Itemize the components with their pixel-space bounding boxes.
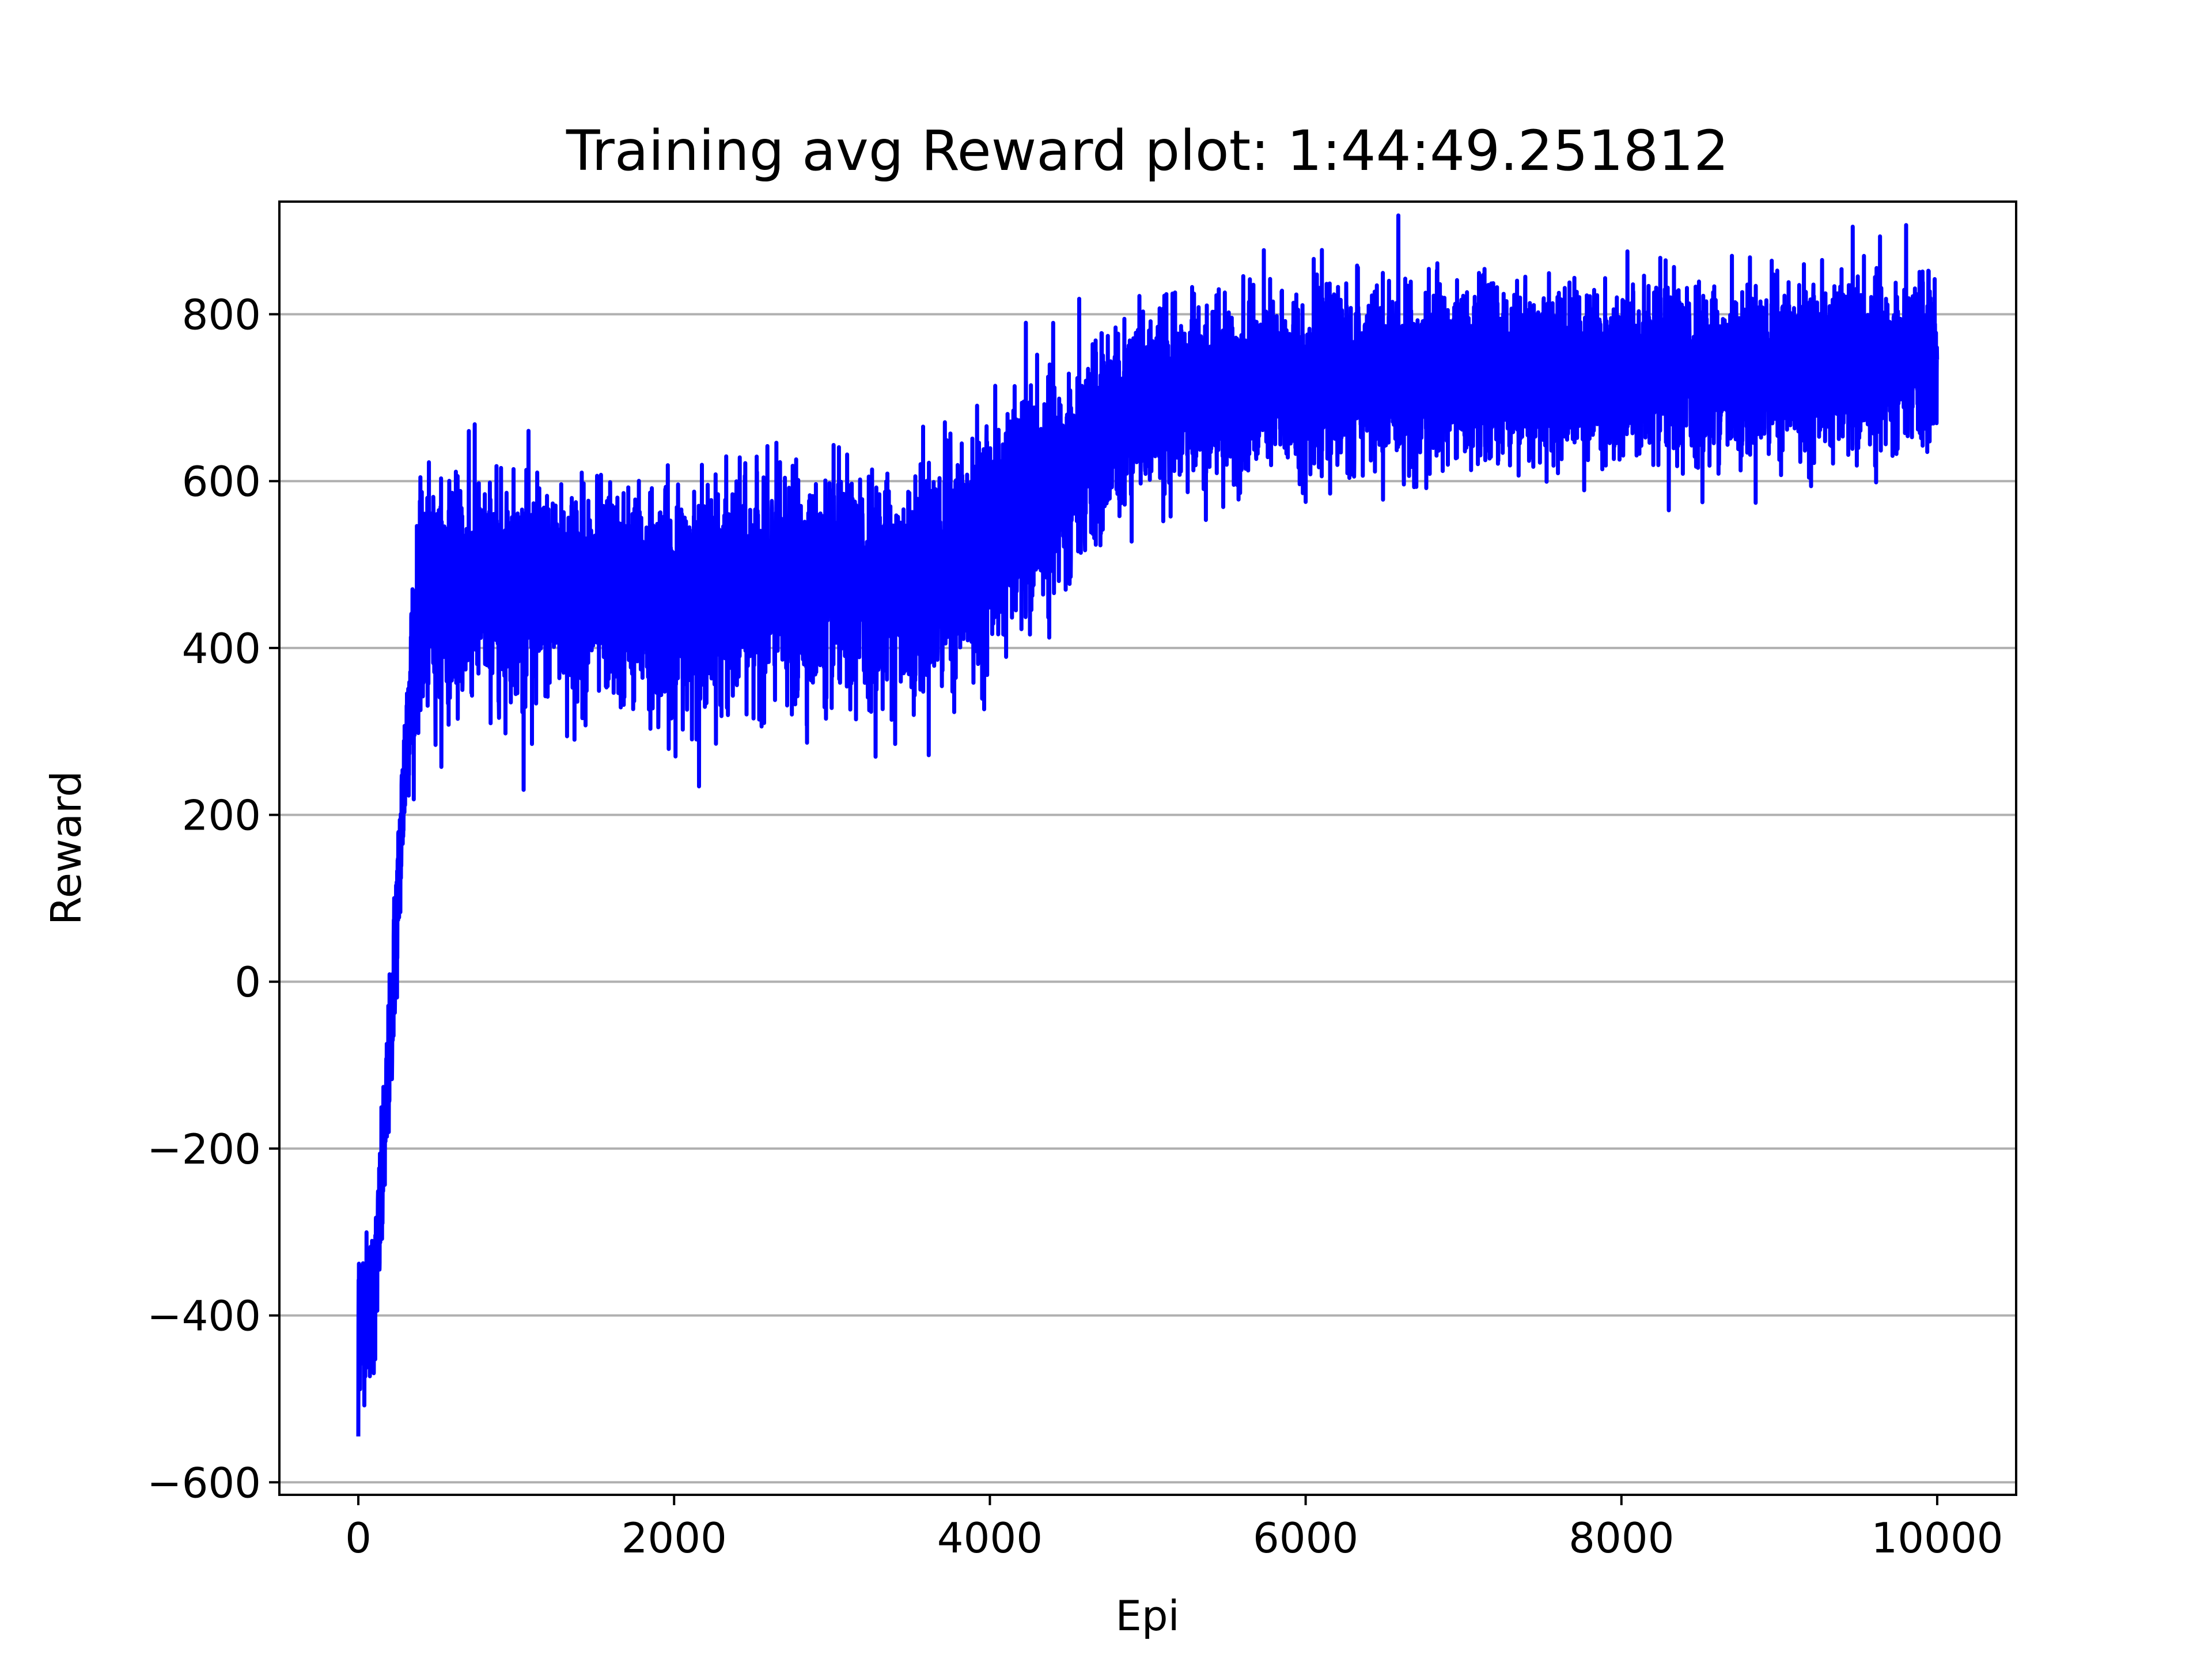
x-tick-label: 8000: [1569, 1514, 1674, 1562]
axes-frame: [278, 200, 2017, 1496]
y-axis-ticks: −600 −400 −200 0 200 400 600 800: [147, 291, 279, 1507]
y-tick-label: 800: [182, 291, 261, 339]
x-tick-label: 4000: [937, 1514, 1043, 1562]
x-tick-label: 6000: [1253, 1514, 1358, 1562]
x-axis-label: Epi: [1115, 1592, 1179, 1640]
y-tick-label: −400: [147, 1292, 261, 1340]
plot-area: [356, 213, 1940, 1437]
x-tick-label: 10000: [1871, 1514, 2003, 1562]
y-tick-label: 600: [182, 457, 261, 506]
y-tick-label: −600: [147, 1459, 261, 1507]
x-tick-label: 2000: [622, 1514, 727, 1562]
x-axis-ticks: 0 2000 4000 6000 8000 10000: [345, 1495, 2003, 1562]
reward-series-line: [356, 213, 1940, 1437]
y-tick-label: 400: [182, 624, 261, 673]
y-tick-label: 0: [234, 958, 261, 1006]
y-axis-label: Reward: [42, 771, 90, 925]
gridlines: [279, 313, 2016, 1484]
y-tick-label: 200: [182, 791, 261, 840]
chart-title: Training avg Reward plot: 1:44:49.251812: [566, 119, 1729, 183]
x-tick-label: 0: [345, 1514, 372, 1562]
y-tick-label: −200: [147, 1125, 261, 1173]
